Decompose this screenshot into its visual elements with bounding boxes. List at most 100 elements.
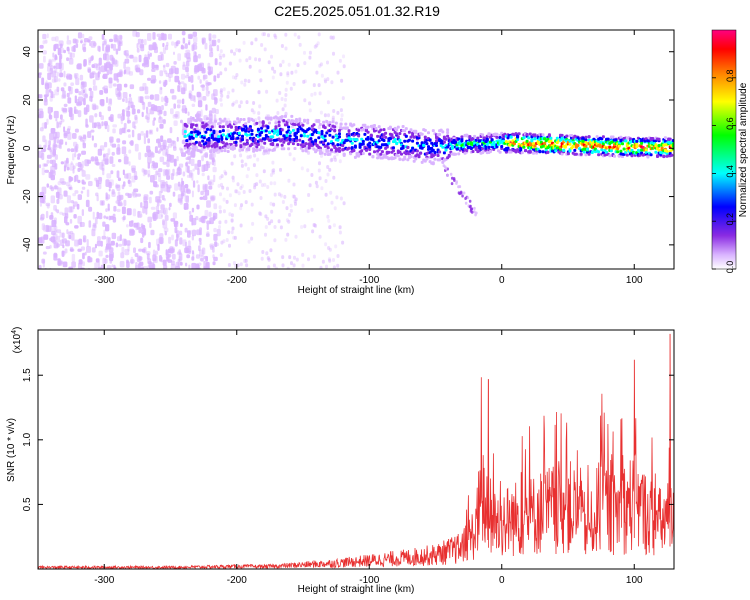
heatmap-cell [186,174,190,178]
y-tick-label: 20 [22,94,33,106]
heatmap-cell [178,249,181,255]
heatmap-cell [51,227,56,232]
heatmap-cell [327,257,331,262]
heatmap-cell [501,139,505,143]
heatmap-cell [100,240,103,247]
heatmap-cell [322,120,326,124]
heatmap-cell [212,254,215,259]
heatmap-cell [475,211,478,215]
heatmap-cell [99,145,105,151]
heatmap-cell [179,230,183,236]
heatmap-cell [65,181,71,187]
heatmap-cell [77,215,82,224]
heatmap-cell [186,52,191,59]
heatmap-cell [441,160,445,164]
heatmap-cell [214,241,218,247]
heatmap-cell [42,50,47,55]
heatmap-cell [217,139,221,143]
heatmap-cell [624,139,628,143]
heatmap-cell [207,66,211,71]
heatmap-cell [125,97,128,104]
heatmap-cell [250,236,254,241]
heatmap-cell [250,132,254,136]
heatmap-cell [292,263,296,268]
heatmap-cell [40,213,45,220]
heatmap-cell [272,202,276,207]
heatmap-cell [332,265,336,269]
heatmap-cell [67,184,72,189]
heatmap-cell [303,79,307,84]
heatmap-cell [81,186,86,190]
heatmap-cell [331,115,335,120]
heatmap-cell [274,266,278,269]
heatmap-cell [273,238,277,243]
heatmap-cell [296,128,300,131]
heatmap-cell [51,36,56,42]
heatmap-cell [86,246,91,253]
heatmap-cell [382,139,386,142]
heatmap-cell [44,169,49,173]
heatmap-cell [53,205,57,211]
heatmap-cell [262,32,266,37]
heatmap-cell [72,165,76,170]
heatmap-cell [222,87,226,92]
heatmap-cell [543,141,547,145]
heatmap-cell [49,133,54,141]
heatmap-cell [116,78,120,83]
heatmap-cell [619,135,623,139]
heatmap-cell [221,129,225,133]
heatmap-cell [207,163,211,169]
heatmap-cell [149,52,152,57]
heatmap-cell [54,89,59,96]
heatmap-cell [388,136,392,140]
heatmap-cell [336,110,340,115]
heatmap-cell [446,131,450,134]
heatmap-cell [147,216,153,223]
heatmap-cell [466,196,470,200]
heatmap-cell [116,208,121,213]
heatmap-cell [294,69,298,74]
heatmap-cell [245,263,249,268]
heatmap-cell [150,79,156,84]
heatmap-cell [116,83,122,91]
snr-multiplier-exp: 4 [11,330,18,334]
heatmap-cell [248,189,252,193]
heatmap-cell [147,162,150,169]
heatmap-cell [396,154,400,158]
heatmap-cell [55,118,58,122]
heatmap-cell [611,135,615,139]
heatmap-cell [242,118,246,121]
heatmap-cell [435,139,438,143]
heatmap-cell [115,48,119,55]
heatmap-cell [240,203,243,208]
heatmap-cell [188,250,192,254]
heatmap-cell [50,169,54,178]
heatmap-cell [345,126,349,130]
heatmap-cell [616,150,620,154]
heatmap-cell [152,263,156,269]
heatmap-cell [237,131,241,135]
heatmap-cell [404,127,408,131]
heatmap-cell [217,135,221,139]
heatmap-cell [47,225,52,232]
heatmap-cell [206,200,211,208]
heatmap-cell [109,98,112,105]
heatmap-cell [82,98,85,103]
heatmap-cell [53,252,58,258]
heatmap-cell [244,124,248,128]
heatmap-cell [336,70,340,75]
heatmap-cell [353,144,357,148]
heatmap-cell [299,134,303,138]
heatmap-cell [133,188,139,193]
heatmap-cell [326,142,330,146]
heatmap-cell [361,140,365,143]
heatmap-cell [39,201,42,207]
heatmap-cell [102,257,107,265]
heatmap-cell [145,59,150,68]
heatmap-cell [173,146,177,151]
heatmap-cell [520,151,524,155]
heatmap-cell [227,230,231,235]
heatmap-cell [105,46,110,51]
heatmap-cell [198,237,202,242]
colorbar-tick-label: 0.6 [725,117,735,130]
